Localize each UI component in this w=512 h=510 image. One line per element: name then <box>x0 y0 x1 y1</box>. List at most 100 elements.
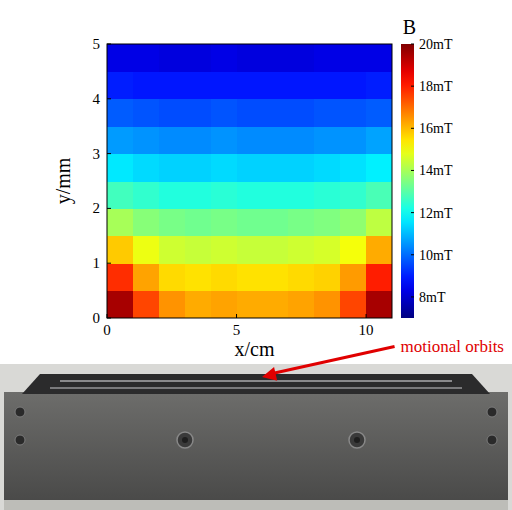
heatmap-cell <box>314 44 341 72</box>
heatmap-cell <box>288 44 315 72</box>
y-tick <box>107 263 111 264</box>
colorbar-tick-label: 20mT <box>419 37 453 52</box>
heatmap-cell <box>133 154 160 182</box>
heatmap-cell <box>237 71 264 99</box>
colorbar-tick-label: 16mT <box>419 121 453 136</box>
heatmap-cell <box>185 126 212 154</box>
heatmap-cell <box>133 71 160 99</box>
heatmap-cell <box>185 236 212 264</box>
orbit-groove <box>60 380 452 382</box>
heatmap-cell <box>133 44 160 72</box>
heatmap-cell <box>133 208 160 236</box>
colorbar-tick-label: 8mT <box>419 290 446 305</box>
top-plate <box>22 374 490 394</box>
heatmap-cell <box>107 208 134 236</box>
heatmap-cell <box>262 44 289 72</box>
heatmap-cell <box>288 99 315 127</box>
table-surface <box>4 500 508 510</box>
heatmap-cell <box>366 99 392 127</box>
heatmap-cell <box>133 291 160 318</box>
heatmap-cell <box>262 263 289 291</box>
y-tick-label: 4 <box>93 91 101 107</box>
heatmap-cell <box>159 236 186 264</box>
heatmap-cell <box>185 99 212 127</box>
heatmap-cell <box>288 71 315 99</box>
x-tick <box>236 314 237 318</box>
heatmap-cell <box>340 236 367 264</box>
colorbar-title: B <box>403 16 416 38</box>
heatmap-cell <box>288 154 315 182</box>
heatmap-cell <box>288 208 315 236</box>
heatmap-cell <box>133 126 160 154</box>
heatmap-cell <box>262 99 289 127</box>
heatmap-cell <box>288 236 315 264</box>
x-tick <box>366 314 367 318</box>
heatmap-cell <box>288 263 315 291</box>
heatmap-cell <box>185 181 212 209</box>
heatmap-cell <box>211 208 238 236</box>
heatmap-cell <box>314 99 341 127</box>
heatmap-cell <box>107 154 134 182</box>
colorbar-tick <box>411 86 414 87</box>
colorbar-tick <box>411 170 414 171</box>
heatmap-cell <box>262 236 289 264</box>
hole <box>15 435 25 445</box>
heatmap-cell <box>366 71 392 99</box>
heatmap-cell <box>159 291 186 318</box>
heatmap-cell <box>211 71 238 99</box>
heatmap-cell <box>107 126 134 154</box>
y-tick-label: 2 <box>93 200 101 216</box>
heatmap-cell <box>237 154 264 182</box>
heatmap-cell <box>340 263 367 291</box>
heatmap-cell <box>185 263 212 291</box>
heatmap-cell <box>185 154 212 182</box>
heatmap-cell <box>159 126 186 154</box>
colorbar-tick-label: 18mT <box>419 79 453 94</box>
heatmap-cell <box>237 236 264 264</box>
heatmap-cell <box>211 263 238 291</box>
heatmap-cell <box>133 99 160 127</box>
heatmap-cell <box>107 99 134 127</box>
colorbar-tick-label: 12mT <box>419 206 453 221</box>
heatmap-cell <box>159 99 186 127</box>
heatmap-cell <box>340 99 367 127</box>
heatmap-cell <box>288 126 315 154</box>
heatmap-cell <box>159 181 186 209</box>
screw <box>349 432 365 448</box>
heatmap-cell <box>185 44 212 72</box>
heatmap-cell <box>262 71 289 99</box>
screw <box>177 432 193 448</box>
heatmap-cell <box>211 99 238 127</box>
heatmap-cell <box>185 208 212 236</box>
x-tick-label: 0 <box>103 322 111 338</box>
x-tick-label: 5 <box>233 322 241 338</box>
heatmap-cell <box>159 208 186 236</box>
y-tick <box>107 98 111 99</box>
heatmap-cell <box>107 44 134 72</box>
heatmap-cell <box>159 154 186 182</box>
heatmap-cell <box>288 291 315 318</box>
heatmap-cell <box>237 44 264 72</box>
plot-frame <box>107 44 392 318</box>
heatmap-cell <box>185 291 212 318</box>
x-tick <box>107 314 108 318</box>
annotation-arrowhead <box>262 367 277 381</box>
heatmap-cell <box>366 263 392 291</box>
y-tick <box>107 44 111 45</box>
heatmap-cell <box>107 263 134 291</box>
heatmap-cell <box>366 236 392 264</box>
heatmap-cell <box>314 154 341 182</box>
heatmap-cell <box>211 154 238 182</box>
heatmap-cell <box>366 181 392 209</box>
heatmap-cell <box>185 71 212 99</box>
heatmap-cell <box>340 208 367 236</box>
y-tick-label: 5 <box>93 36 101 52</box>
heatmap-cell <box>288 181 315 209</box>
hole <box>487 407 497 417</box>
x-axis-title: x/cm <box>235 338 275 360</box>
heatmap-cell <box>340 126 367 154</box>
y-tick <box>107 208 111 209</box>
heatmap-cell <box>237 208 264 236</box>
figure: 0510012345x/cmy/mm8mT10mT12mT14mT16mT18m… <box>0 0 512 510</box>
heatmap-cell <box>107 291 134 318</box>
